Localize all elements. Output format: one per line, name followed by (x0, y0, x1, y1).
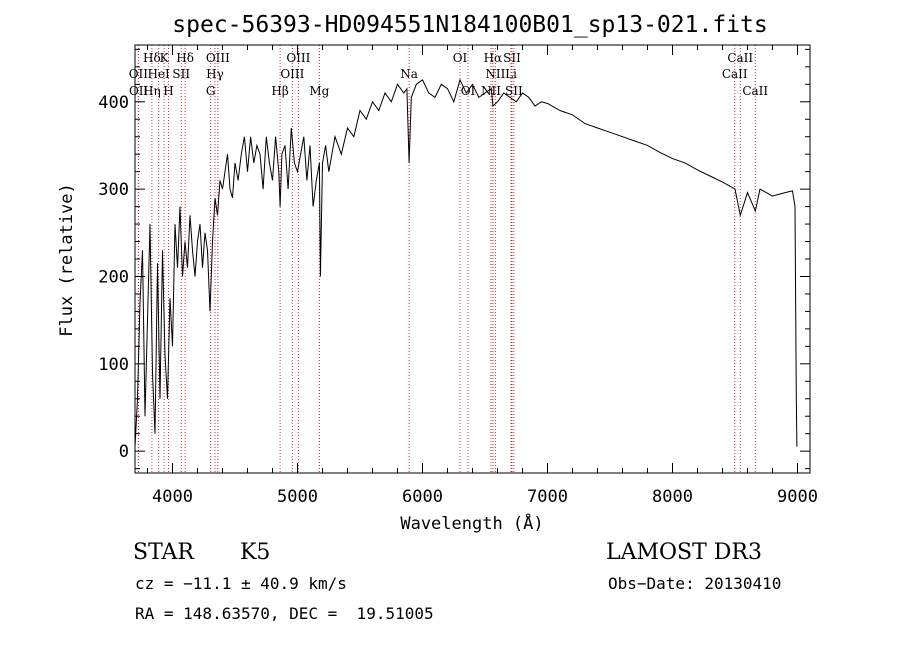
line-label: Hη (143, 84, 161, 98)
y-tick-label: 300 (98, 180, 129, 200)
line-label: Hδ (143, 51, 161, 65)
x-tick-label: 5000 (277, 487, 318, 507)
plot-frame (134, 44, 811, 474)
line-label: Hβ (271, 84, 288, 98)
y-axis-label: Flux (relative) (57, 183, 77, 337)
x-tick-label: 6000 (402, 487, 443, 507)
chart-title: spec-56393-HD094551N184100B01_sp13-021.f… (172, 12, 767, 38)
line-label: NII (485, 67, 505, 81)
line-label: SII (172, 67, 190, 81)
object-class: STAR (133, 540, 194, 565)
y-tick-label: 0 (119, 442, 129, 462)
coordinates: RA = 148.63570, DEC = 19.51005 (135, 604, 434, 623)
y-tick-label: 400 (98, 93, 129, 113)
line-markers (137, 45, 756, 473)
object-subclass: K5 (240, 540, 271, 565)
line-label: OIII (286, 51, 310, 65)
redshift-cz: cz = −11.1 ± 40.9 km/s (135, 574, 347, 593)
line-label: H (163, 84, 173, 98)
x-axis: 4000 5000 6000 7000 8000 9000 (147, 45, 818, 507)
x-axis-label: Wavelength (Å) (400, 512, 543, 534)
line-label: OIII (206, 51, 230, 65)
x-tick-label: 8000 (652, 487, 693, 507)
line-label: OII (129, 67, 149, 81)
line-label: OII (129, 84, 149, 98)
survey-name: LAMOST DR3 (606, 540, 762, 565)
line-label: G (206, 84, 216, 98)
line-label: Hα (484, 51, 503, 65)
line-label: Hδ (176, 51, 194, 65)
line-label: Na (400, 67, 418, 81)
x-tick-label: 9000 (777, 487, 818, 507)
line-label: SII (505, 84, 523, 98)
line-label: HeI (147, 67, 170, 81)
spectrum-series (134, 78, 798, 447)
line-label: CaII (727, 51, 753, 65)
line-label: K (160, 51, 170, 65)
line-label: SII (503, 51, 521, 65)
line-label: OI (453, 51, 468, 65)
y-tick-label: 200 (98, 267, 129, 287)
line-label: Hγ (206, 67, 224, 81)
line-label: OIII (280, 67, 304, 81)
x-tick-label: 7000 (527, 487, 568, 507)
line-label: Mg (309, 84, 329, 98)
y-tick-label: 100 (98, 355, 129, 375)
y-axis: 0 100 200 300 400 (98, 48, 810, 470)
x-tick-label: 4000 (152, 487, 193, 507)
line-label: Li (505, 67, 517, 81)
line-label: CaII (742, 84, 768, 98)
obs-date: Obs−Date: 20130410 (608, 574, 782, 593)
line-label: CaII (722, 67, 748, 81)
